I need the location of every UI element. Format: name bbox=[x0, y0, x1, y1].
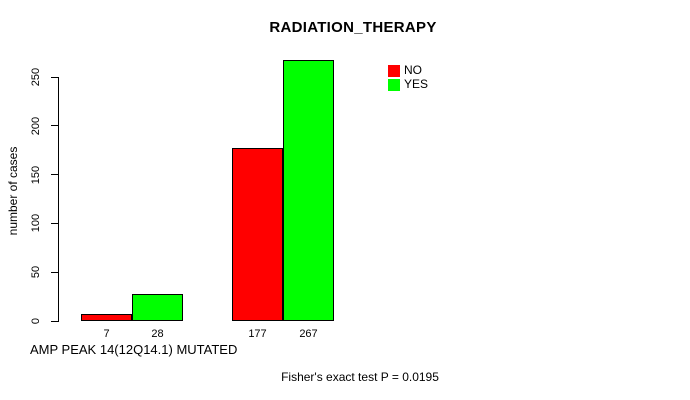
bar-value-label: 177 bbox=[248, 328, 267, 340]
bar-yes-group-2 bbox=[283, 60, 334, 321]
y-tick-label: 100 bbox=[30, 214, 42, 233]
legend-label-yes: YES bbox=[404, 77, 429, 91]
y-tick-mark bbox=[51, 125, 59, 127]
y-tick-mark bbox=[51, 320, 59, 322]
y-tick-label: 200 bbox=[30, 116, 42, 135]
y-tick-mark bbox=[51, 222, 59, 224]
y-axis-line bbox=[58, 77, 59, 322]
legend-item-yes: YES bbox=[388, 78, 428, 91]
x-axis-label: AMP PEAK 14(12Q14.1) MUTATED bbox=[30, 342, 238, 357]
y-tick-mark bbox=[51, 174, 59, 176]
y-tick-mark bbox=[51, 271, 59, 273]
legend-item-no: NO bbox=[388, 64, 428, 77]
legend-label-no: NO bbox=[404, 63, 422, 77]
bar-no-group-2 bbox=[232, 148, 283, 321]
legend-swatch-yes-icon bbox=[388, 78, 400, 91]
fisher-test-annotation: Fisher's exact test P = 0.0195 bbox=[281, 370, 439, 384]
y-axis-label: number of cases bbox=[6, 146, 20, 236]
bar-value-label: 267 bbox=[299, 328, 318, 340]
bar-value-label: 7 bbox=[103, 328, 110, 340]
chart-title: RADIATION_THERAPY bbox=[269, 19, 437, 36]
legend: NO YES bbox=[388, 64, 428, 92]
y-tick-label: 0 bbox=[30, 317, 42, 325]
legend-swatch-no-icon bbox=[388, 64, 400, 77]
y-tick-label: 150 bbox=[30, 165, 42, 184]
y-tick-mark bbox=[51, 76, 59, 78]
bar-value-label: 28 bbox=[151, 328, 164, 340]
bar-no-group-1 bbox=[81, 314, 132, 321]
bar-yes-group-1 bbox=[132, 293, 183, 321]
y-tick-label: 250 bbox=[30, 67, 42, 87]
y-tick-label: 50 bbox=[30, 266, 42, 279]
